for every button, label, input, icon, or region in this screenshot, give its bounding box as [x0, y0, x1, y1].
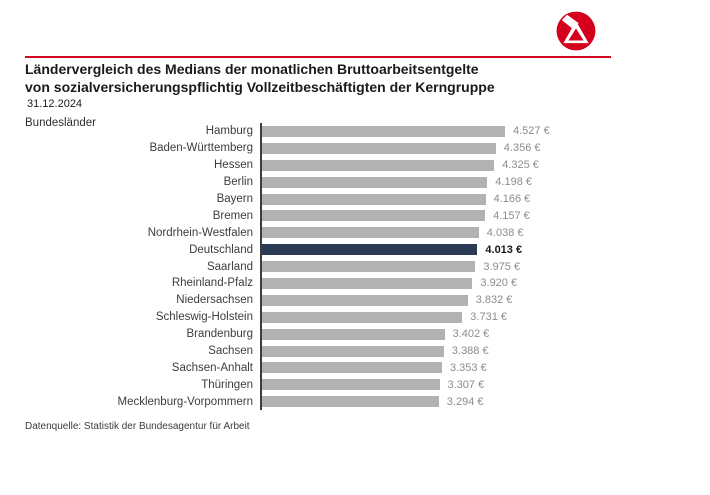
bar-area: 4.166 € — [260, 190, 710, 208]
chart-row: Brandenburg 3.402 € — [0, 325, 710, 343]
category-label: Sachsen — [208, 345, 253, 358]
value-label: 3.975 € — [483, 260, 521, 273]
bar — [262, 261, 476, 273]
value-label: 4.527 € — [513, 125, 550, 138]
bar — [262, 311, 463, 323]
chart-title-line1: Ländervergleich des Medians der monatlic… — [25, 61, 479, 77]
category-label: Bayern — [216, 193, 253, 205]
bar-area: 3.832 € — [260, 291, 710, 309]
value-label: 3.832 € — [475, 294, 513, 307]
category-label: Saarland — [206, 260, 253, 273]
bar — [262, 176, 488, 188]
chart-row: Berlin 4.198 € — [0, 173, 710, 191]
value-label: 3.294 € — [446, 395, 484, 408]
category-label: Hessen — [214, 159, 253, 172]
category-label: Brandenburg — [186, 328, 254, 341]
chart-row: Sachsen-Anhalt 3.353 € — [0, 359, 710, 377]
category-label: Nordrhein-Westfalen — [147, 226, 253, 239]
category-label: Sachsen-Anhalt — [171, 361, 253, 374]
chart-row: Nordrhein-Westfalen 4.038 € — [0, 224, 710, 242]
bar-area: 3.388 € — [260, 342, 710, 360]
bar-area: 3.353 € — [260, 359, 710, 377]
bar-area: 4.527 € — [260, 123, 710, 140]
value-label: 4.038 € — [486, 226, 524, 239]
category-label: Thüringen — [201, 378, 253, 391]
category-label: Deutschland — [189, 243, 253, 256]
bar-area: 3.307 € — [260, 376, 710, 394]
chart-title-line2: von sozialversicherungspflichtig Vollzei… — [25, 78, 495, 95]
category-label: Berlin — [223, 176, 253, 189]
bar — [262, 277, 473, 289]
bar — [262, 328, 445, 340]
bar — [262, 227, 479, 239]
bar-area: 4.038 € — [260, 224, 710, 242]
chart-row: Hessen 4.325 € — [0, 156, 710, 174]
chart-row: Saarland 3.975 € — [0, 258, 710, 276]
chart-rows: Hamburg 4.527 € Baden-Württemberg 4.356 € He… — [0, 123, 710, 411]
chart-row: Schleswig-Holstein 3.731 € — [0, 308, 710, 326]
bar — [262, 159, 495, 171]
value-label: 3.388 € — [451, 345, 489, 358]
bar — [262, 142, 496, 154]
category-label: Schleswig-Holstein — [155, 311, 253, 324]
bar — [262, 294, 468, 306]
bar — [262, 125, 505, 137]
bar — [262, 379, 440, 391]
bar-area: 4.198 € — [260, 173, 710, 191]
bar-area: 4.013 € — [260, 241, 710, 259]
bar — [262, 362, 442, 374]
chart-row: Deutschland 4.013 € — [0, 241, 710, 259]
chart-title: Ländervergleich des Medians der monatlic… — [25, 61, 595, 96]
value-label: 4.198 € — [495, 176, 532, 189]
axis-title-bundeslaender: Bundesländer — [25, 117, 96, 129]
value-label: 3.353 € — [450, 361, 487, 374]
bar-area: 3.920 € — [260, 275, 710, 292]
chart-row: Niedersachsen 3.832 € — [0, 291, 710, 309]
report-date: 31.12.2024 — [27, 98, 83, 110]
chart-row: Bayern 4.166 € — [0, 190, 710, 208]
chart-row: Bremen 4.157 € — [0, 207, 710, 225]
bar — [262, 396, 439, 408]
value-label: 3.920 € — [480, 277, 518, 290]
value-label: 4.157 € — [493, 209, 530, 222]
chart-row: Hamburg 4.527 € — [0, 123, 710, 140]
highlight-bar — [262, 244, 478, 256]
value-label: 3.307 € — [447, 378, 485, 391]
value-label: 3.402 € — [452, 328, 490, 341]
value-label: 3.731 € — [470, 311, 507, 324]
bar-area: 3.975 € — [260, 258, 710, 276]
bar-chart: Hamburg 4.527 € Baden-Württemberg 4.356 € He… — [0, 123, 710, 411]
category-label: Mecklenburg-Vorpommern — [117, 395, 253, 408]
bar — [262, 193, 486, 205]
value-label: 4.166 € — [493, 193, 531, 205]
category-label: Bremen — [212, 209, 253, 222]
value-label: 4.325 € — [502, 159, 539, 172]
chart-row: Sachsen 3.388 € — [0, 342, 710, 360]
category-label: Baden-Württemberg — [149, 142, 253, 155]
category-label: Hamburg — [205, 125, 253, 138]
chart-row: Rheinland-Pfalz 3.920 € — [0, 275, 710, 292]
bar-area: 3.731 € — [260, 308, 710, 326]
bar — [262, 210, 486, 222]
chart-row: Thüringen 3.307 € — [0, 376, 710, 394]
bar-area: 4.325 € — [260, 156, 710, 174]
bar-area: 3.402 € — [260, 325, 710, 343]
bar — [262, 345, 444, 357]
header-rule — [25, 56, 611, 58]
data-source-note: Datenquelle: Statistik der Bundesagentur… — [25, 421, 250, 432]
bundesagentur-fuer-arbeit-logo — [556, 11, 596, 51]
chart-row: Baden-Württemberg 4.356 € — [0, 139, 710, 157]
bar-area: 4.157 € — [260, 207, 710, 225]
bar-area: 3.294 € — [260, 393, 710, 411]
chart-row: Mecklenburg-Vorpommern 3.294 € — [0, 393, 710, 411]
bar-area: 4.356 € — [260, 139, 710, 157]
value-label: 4.356 € — [503, 142, 541, 155]
value-label: 4.013 € — [485, 243, 523, 256]
category-label: Niedersachsen — [176, 294, 253, 307]
category-label: Rheinland-Pfalz — [171, 277, 253, 290]
